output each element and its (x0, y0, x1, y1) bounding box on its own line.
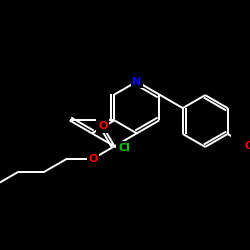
Text: O: O (98, 121, 108, 131)
Text: O: O (244, 141, 250, 151)
Text: O: O (88, 154, 98, 164)
Text: N: N (132, 76, 141, 86)
Text: Cl: Cl (118, 142, 130, 152)
